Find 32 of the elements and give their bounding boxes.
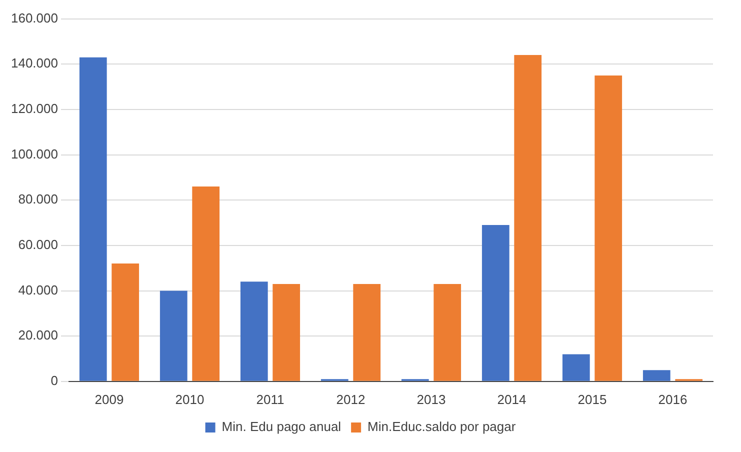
bar — [514, 55, 542, 381]
bar — [160, 290, 188, 381]
x-tick-label: 2010 — [175, 392, 204, 407]
y-tick-label: 20.000 — [18, 328, 58, 343]
bar — [642, 370, 670, 381]
x-tick-label: 2015 — [578, 392, 607, 407]
bar — [240, 282, 268, 381]
y-tick-label: 40.000 — [18, 282, 58, 298]
legend-label: Min.Educ.saldo por pagar — [368, 419, 516, 434]
y-tick-label: 120.000 — [10, 101, 58, 116]
bar — [79, 57, 107, 381]
y-tick-label: 0 — [50, 372, 58, 388]
y-tick-label: 140.000 — [10, 56, 58, 71]
bar — [594, 75, 622, 381]
y-tick-label: 100.000 — [10, 146, 58, 162]
legend-label: Min. Edu pago anual — [222, 419, 342, 434]
bar — [272, 284, 300, 381]
y-tick-label: 160.000 — [10, 10, 58, 26]
y-tick-label: 80.000 — [18, 192, 58, 207]
x-tick-label: 2016 — [658, 392, 688, 407]
bar — [482, 225, 510, 381]
x-tick-label: 2014 — [497, 392, 526, 407]
x-tick-label: 2011 — [256, 392, 284, 407]
bar — [562, 354, 590, 381]
x-tick-label: 2009 — [94, 392, 124, 407]
y-tick-label: 60.000 — [18, 237, 58, 252]
bar — [112, 264, 140, 381]
bar — [192, 186, 220, 381]
bar — [353, 284, 381, 381]
x-tick-label: 2013 — [416, 392, 446, 407]
x-tick-label: 2012 — [336, 392, 366, 407]
bar — [434, 284, 462, 381]
